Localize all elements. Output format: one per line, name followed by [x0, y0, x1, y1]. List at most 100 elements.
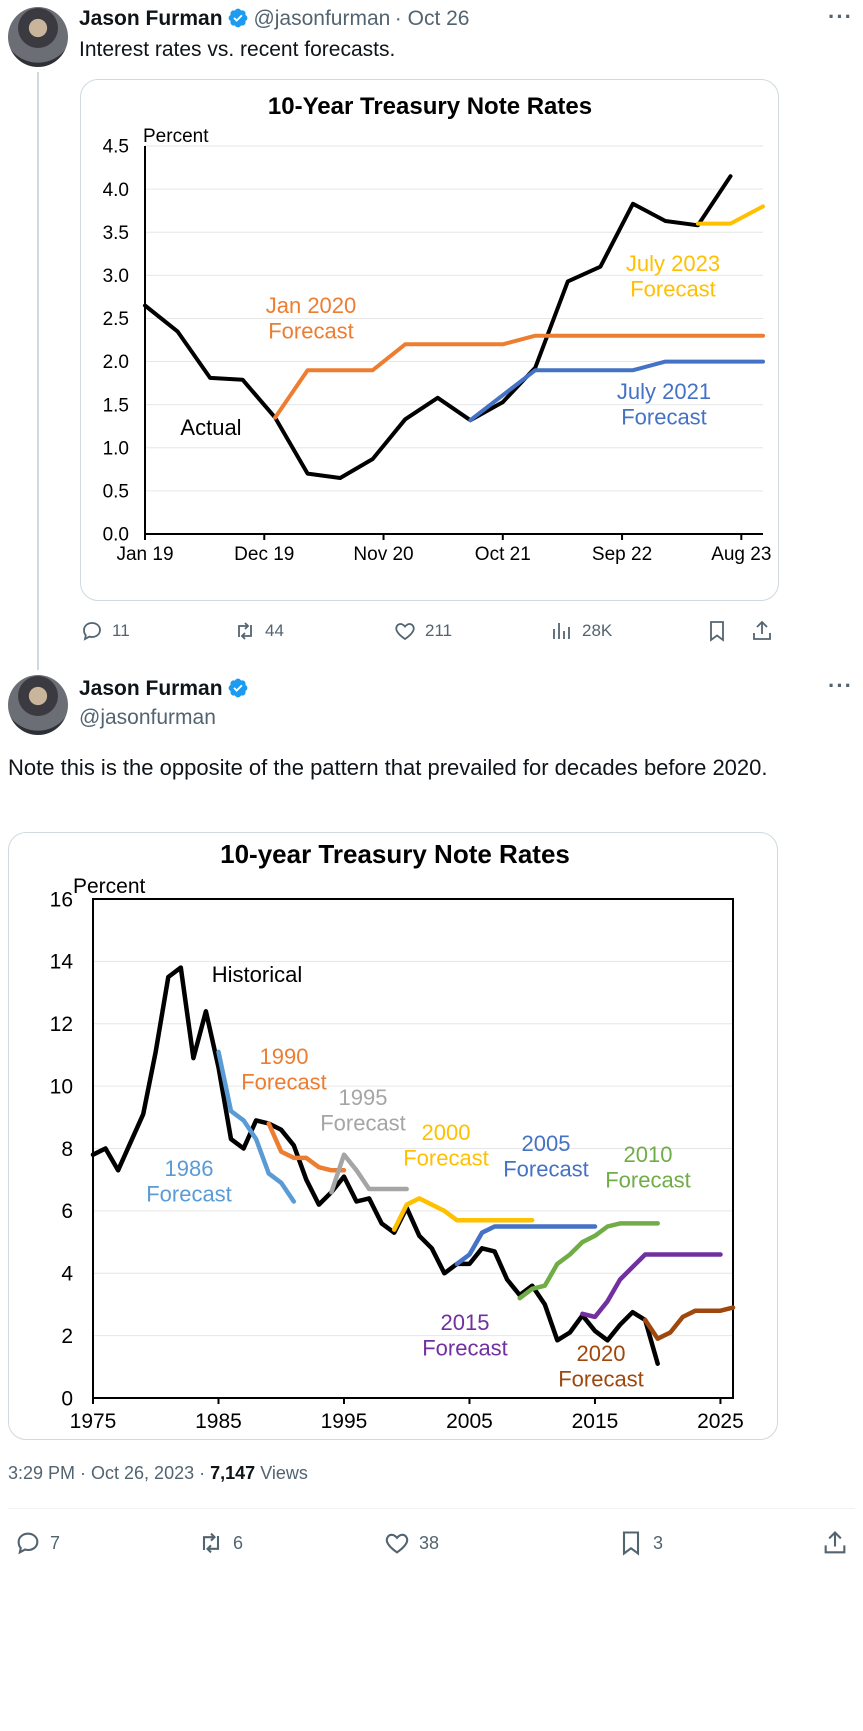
thread-connector	[37, 72, 39, 670]
series-label-historical: Historical	[212, 962, 302, 987]
bookmark-icon	[622, 1531, 640, 1556]
avatar[interactable]	[8, 675, 68, 735]
y-axis-label: Percent	[73, 875, 146, 898]
bookmark-count: 3	[653, 1532, 664, 1553]
y-tick-label: 0.5	[103, 482, 129, 503]
verified-badge-icon	[228, 8, 248, 28]
x-tick-label: 1975	[70, 1410, 117, 1433]
series-label-line: July 2023	[626, 251, 720, 276]
more-options-icon[interactable]: ···	[828, 673, 853, 698]
retweet-count: 44	[265, 621, 284, 640]
y-tick-label: 8	[61, 1138, 73, 1161]
share-icon	[824, 1531, 846, 1554]
reply-count: 7	[50, 1532, 61, 1553]
y-tick-label: 3.0	[103, 266, 129, 287]
reply-button[interactable]: 7	[14, 1529, 60, 1557]
y-tick-label: 4.0	[103, 180, 129, 201]
series-label-line: Forecast	[605, 1167, 691, 1192]
share-icon	[753, 620, 771, 640]
heart-icon	[385, 1533, 409, 1554]
y-tick-label: 16	[50, 888, 73, 911]
y-tick-label: 12	[50, 1013, 73, 1036]
series-label-2010-forecast: 2010 Forecast	[605, 1142, 691, 1192]
timestamp[interactable]: 3:29 PM · Oct 26, 2023 ·	[8, 1463, 206, 1483]
reply-count: 11	[112, 621, 130, 640]
series-line-1986-forecast	[216, 1049, 297, 1204]
tweet-header: Jason Furman	[79, 677, 249, 701]
divider	[8, 1508, 855, 1509]
x-tick-label: 1995	[321, 1410, 368, 1433]
series-label-line: Forecast	[241, 1069, 327, 1094]
author-name[interactable]: Jason Furman	[79, 7, 223, 30]
series-label-line: 2000	[422, 1120, 471, 1145]
treasury-rates-chart-historical: 10-year Treasury Note Rates 0 2 4 6 8 10 12 14 16…	[50, 839, 744, 1433]
series-line-july-2023-forecast	[695, 204, 765, 226]
series-line-2000-forecast	[391, 1196, 535, 1232]
series-line-july-2021-forecast	[468, 359, 765, 423]
author-handle[interactable]: @jasonfurman	[79, 706, 216, 729]
views-button[interactable]: 28K	[550, 619, 612, 643]
series-line-actual	[143, 174, 733, 480]
author-name[interactable]: Jason Furman	[79, 677, 223, 700]
y-tick-label: 2	[61, 1325, 73, 1348]
series-line-2005-forecast	[454, 1224, 598, 1267]
more-options-icon[interactable]: ···	[828, 4, 853, 29]
y-tick-label: 0	[61, 1387, 73, 1410]
series-label-line: Jan 2020	[266, 293, 357, 318]
views-count: 7,147	[210, 1463, 256, 1483]
like-button[interactable]: 211	[393, 619, 452, 643]
series-label-line: 1986	[165, 1156, 214, 1181]
post-timestamp: 3:29 PM · Oct 26, 2023 · 7,147 Views	[8, 1463, 308, 1484]
series-label-line: 2005	[522, 1131, 571, 1156]
retweet-count: 6	[233, 1532, 244, 1553]
retweet-button[interactable]: 6	[197, 1529, 243, 1557]
bookmark-button[interactable]	[705, 619, 729, 643]
share-button[interactable]	[750, 619, 774, 643]
series-line-2015-forecast	[580, 1252, 723, 1320]
share-button[interactable]	[821, 1529, 849, 1557]
series-label-actual: Actual	[180, 415, 241, 440]
x-tick-label: 2005	[446, 1410, 493, 1433]
series-label-line: Forecast	[403, 1145, 489, 1170]
views-count: 28K	[582, 621, 613, 640]
author-handle[interactable]: @jasonfurman	[253, 7, 391, 30]
y-tick-label: 14	[50, 951, 74, 974]
tweet-header: Jason Furman @jasonfurman · Oct 26	[79, 7, 470, 31]
series-label-line: 2020	[577, 1341, 626, 1366]
x-tick-label: Oct 21	[475, 544, 531, 565]
avatar[interactable]	[8, 7, 68, 67]
x-tick-label: Nov 20	[353, 544, 413, 565]
x-tick-label: Aug 23	[711, 544, 771, 565]
series-label-jan-2020-forecast: Jan 2020 Forecast	[266, 293, 357, 343]
series-label-2020-forecast: 2020 Forecast	[558, 1341, 644, 1391]
series-label-1986-forecast: 1986 Forecast	[146, 1156, 232, 1206]
x-tick-label: Dec 19	[234, 544, 294, 565]
like-button[interactable]: 38	[383, 1529, 439, 1557]
bookmark-button[interactable]: 3	[617, 1529, 663, 1557]
series-label-line: Forecast	[422, 1335, 508, 1360]
post-date[interactable]: · Oct 26	[394, 7, 470, 30]
chart-card[interactable]: 10-Year Treasury Note Rates 0.0 0.5 1.0 1.5 2…	[80, 79, 779, 601]
series-line-2020-forecast	[642, 1305, 736, 1341]
series-label-1990-forecast: 1990 Forecast	[241, 1044, 327, 1094]
x-tick-label: 2015	[572, 1410, 619, 1433]
series-label-line: 2015	[441, 1310, 490, 1335]
bookmark-icon	[710, 621, 724, 642]
y-tick-label: 2.5	[103, 309, 129, 330]
treasury-rates-chart-recent: 10-Year Treasury Note Rates 0.0 0.5 1.0 1.5 2…	[103, 93, 772, 565]
y-tick-label: 3.5	[103, 223, 129, 244]
verified-badge-icon	[228, 678, 248, 698]
series-label-line: Forecast	[558, 1366, 644, 1391]
series-label-line: Forecast	[621, 404, 707, 429]
series-label-line: Forecast	[268, 318, 354, 343]
reply-button[interactable]: 11	[80, 619, 130, 643]
series-line-2010-forecast	[517, 1221, 660, 1301]
series-label-1995-forecast: 1995 Forecast	[320, 1085, 406, 1135]
series-line-1995-forecast	[329, 1152, 409, 1195]
retweet-button[interactable]: 44	[233, 619, 284, 643]
y-tick-label: 10	[50, 1075, 73, 1098]
y-tick-label: 1.0	[103, 438, 129, 459]
y-axis-label: Percent	[143, 126, 209, 147]
x-tick-label: 2025	[697, 1410, 744, 1433]
chart-card[interactable]: 10-year Treasury Note Rates 0 2 4 6 8 10 12 14 16…	[8, 832, 778, 1440]
